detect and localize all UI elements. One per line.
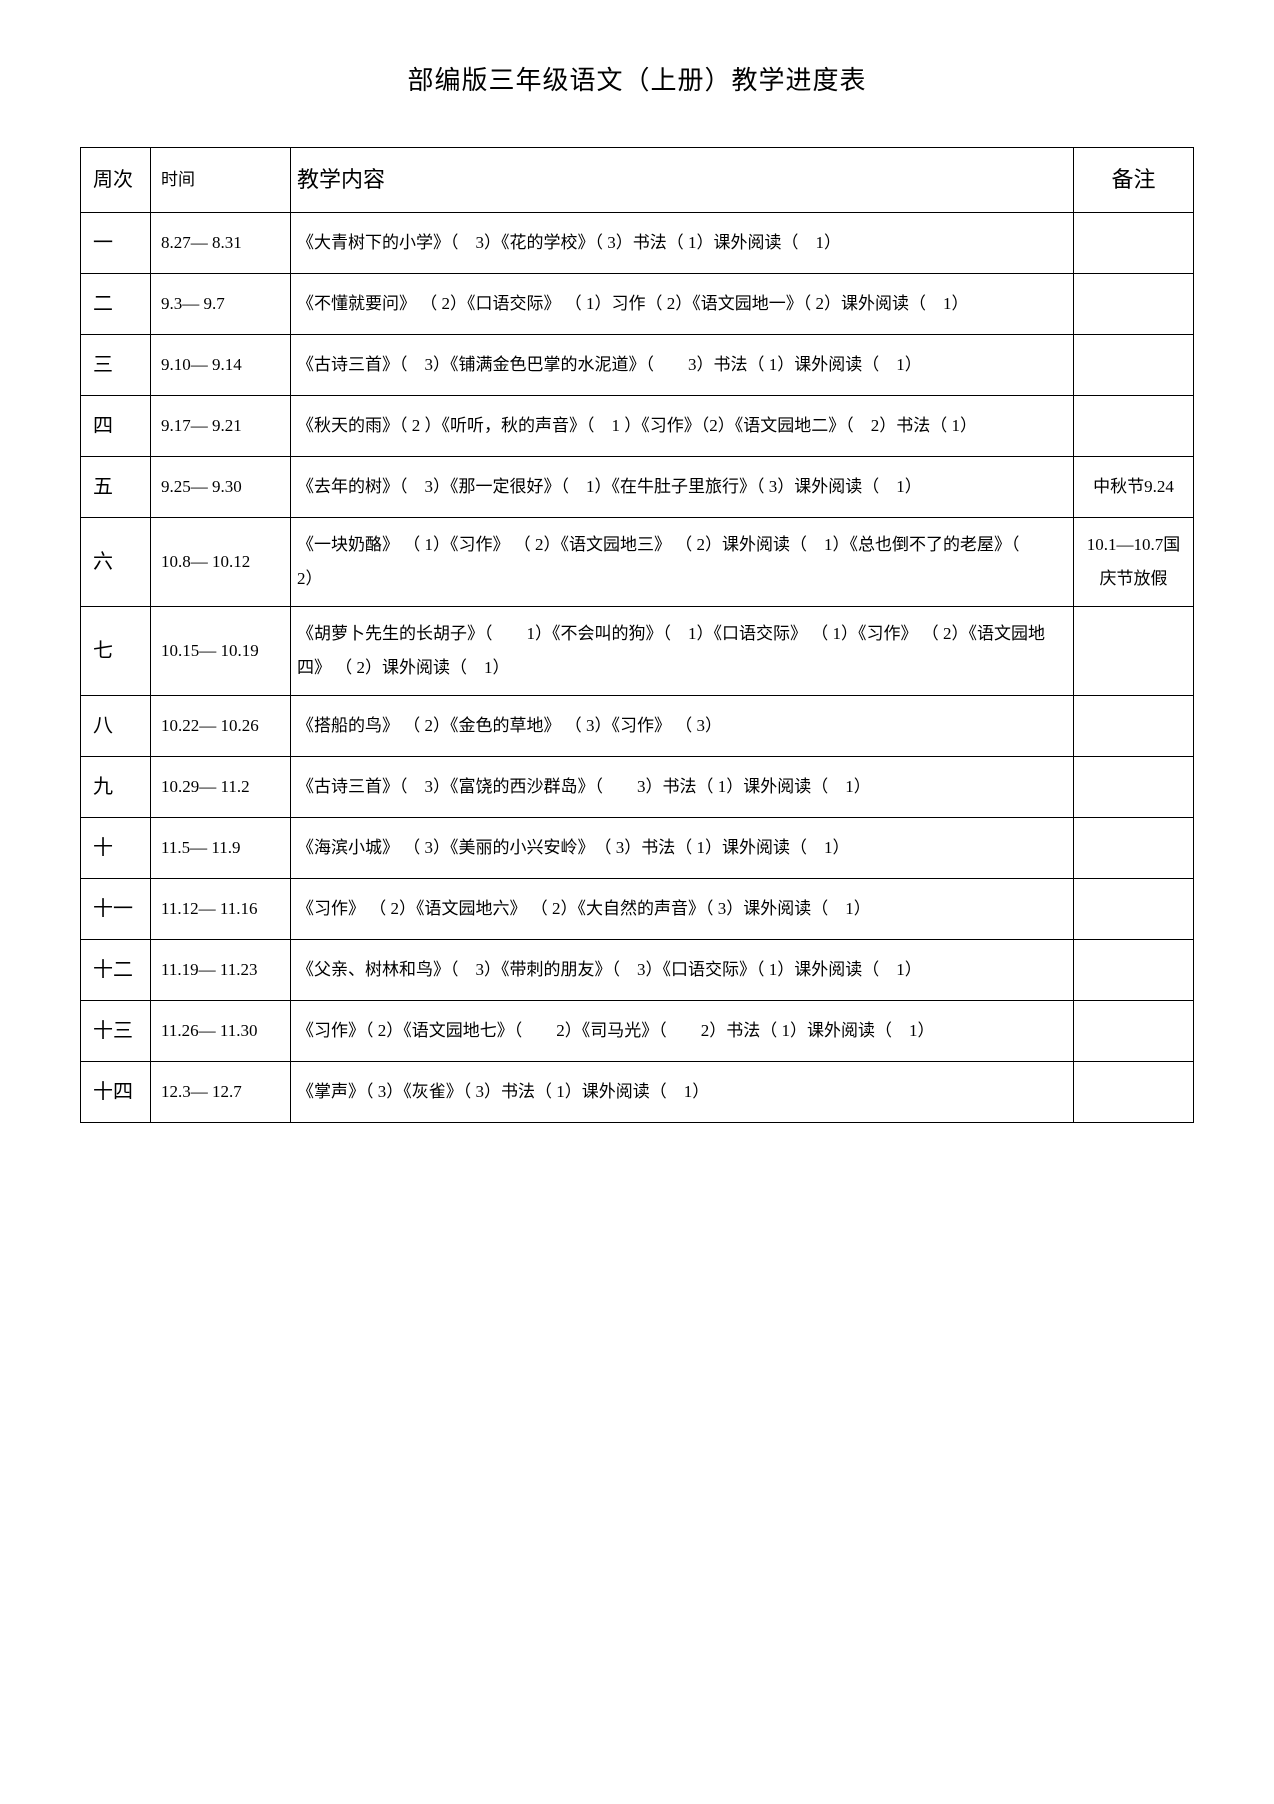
cell-content: 《大青树下的小学》（ 3）《花的学校》（ 3）书法（ 1）课外阅读（ 1） xyxy=(291,213,1074,274)
table-row: 六 10.8— 10.12 《一块奶酪》 （ 1）《习作》 （ 2）《语文园地三… xyxy=(81,518,1194,607)
cell-notes xyxy=(1074,818,1194,879)
header-content: 教学内容 xyxy=(291,148,1074,213)
table-row: 十 11.5— 11.9 《海滨小城》 （ 3）《美丽的小兴安岭》 （ 3）书法… xyxy=(81,818,1194,879)
cell-content: 《父亲、树林和鸟》（ 3）《带刺的朋友》（ 3）《口语交际》（ 1）课外阅读（ … xyxy=(291,940,1074,1001)
table-row: 十二 11.19— 11.23 《父亲、树林和鸟》（ 3）《带刺的朋友》（ 3）… xyxy=(81,940,1194,1001)
cell-notes xyxy=(1074,335,1194,396)
cell-notes: 10.1—10.7国庆节放假 xyxy=(1074,518,1194,607)
cell-time: 8.27— 8.31 xyxy=(151,213,291,274)
table-row: 十三 11.26— 11.30 《习作》（ 2）《语文园地七》（ 2）《司马光》… xyxy=(81,1001,1194,1062)
cell-notes xyxy=(1074,696,1194,757)
cell-notes xyxy=(1074,757,1194,818)
cell-time: 11.26— 11.30 xyxy=(151,1001,291,1062)
cell-time: 9.25— 9.30 xyxy=(151,457,291,518)
cell-time: 9.17— 9.21 xyxy=(151,396,291,457)
cell-content: 《习作》 （ 2）《语文园地六》 （ 2）《大自然的声音》（ 3）课外阅读（ 1… xyxy=(291,879,1074,940)
cell-week: 五 xyxy=(81,457,151,518)
cell-content: 《搭船的鸟》 （ 2）《金色的草地》 （ 3）《习作》 （ 3） xyxy=(291,696,1074,757)
cell-notes xyxy=(1074,607,1194,696)
cell-content: 《古诗三首》（ 3）《富饶的西沙群岛》（ 3）书法（ 1）课外阅读（ 1） xyxy=(291,757,1074,818)
cell-week: 九 xyxy=(81,757,151,818)
cell-content: 《习作》（ 2）《语文园地七》（ 2）《司马光》（ 2）书法（ 1）课外阅读（ … xyxy=(291,1001,1074,1062)
schedule-table: 周次 时间 教学内容 备注 一 8.27— 8.31 《大青树下的小学》（ 3）… xyxy=(80,147,1194,1123)
cell-time: 10.22— 10.26 xyxy=(151,696,291,757)
table-row: 二 9.3— 9.7 《不懂就要问》 （ 2）《口语交际》 （ 1）习作（ 2）… xyxy=(81,274,1194,335)
table-body: 一 8.27— 8.31 《大青树下的小学》（ 3）《花的学校》（ 3）书法（ … xyxy=(81,213,1194,1123)
cell-notes xyxy=(1074,879,1194,940)
cell-content: 《一块奶酪》 （ 1）《习作》 （ 2）《语文园地三》 （ 2）课外阅读（ 1）… xyxy=(291,518,1074,607)
cell-time: 12.3— 12.7 xyxy=(151,1062,291,1123)
cell-week: 十二 xyxy=(81,940,151,1001)
cell-content: 《去年的树》（ 3）《那一定很好》（ 1）《在牛肚子里旅行》（ 3）课外阅读（ … xyxy=(291,457,1074,518)
cell-week: 四 xyxy=(81,396,151,457)
cell-week: 六 xyxy=(81,518,151,607)
cell-content: 《掌声》（ 3）《灰雀》（ 3）书法（ 1）课外阅读（ 1） xyxy=(291,1062,1074,1123)
table-row: 七 10.15— 10.19 《胡萝卜先生的长胡子》（ 1）《不会叫的狗》（ 1… xyxy=(81,607,1194,696)
cell-week: 二 xyxy=(81,274,151,335)
header-notes: 备注 xyxy=(1074,148,1194,213)
cell-week: 十一 xyxy=(81,879,151,940)
cell-notes xyxy=(1074,940,1194,1001)
cell-week: 十四 xyxy=(81,1062,151,1123)
cell-week: 七 xyxy=(81,607,151,696)
table-header-row: 周次 时间 教学内容 备注 xyxy=(81,148,1194,213)
table-row: 十四 12.3— 12.7 《掌声》（ 3）《灰雀》（ 3）书法（ 1）课外阅读… xyxy=(81,1062,1194,1123)
header-week: 周次 xyxy=(81,148,151,213)
table-row: 一 8.27— 8.31 《大青树下的小学》（ 3）《花的学校》（ 3）书法（ … xyxy=(81,213,1194,274)
cell-time: 11.5— 11.9 xyxy=(151,818,291,879)
table-row: 五 9.25— 9.30 《去年的树》（ 3）《那一定很好》（ 1）《在牛肚子里… xyxy=(81,457,1194,518)
table-row: 十一 11.12— 11.16 《习作》 （ 2）《语文园地六》 （ 2）《大自… xyxy=(81,879,1194,940)
cell-time: 10.15— 10.19 xyxy=(151,607,291,696)
cell-week: 三 xyxy=(81,335,151,396)
cell-week: 十 xyxy=(81,818,151,879)
cell-notes xyxy=(1074,396,1194,457)
cell-notes xyxy=(1074,1062,1194,1123)
header-time: 时间 xyxy=(151,148,291,213)
cell-content: 《胡萝卜先生的长胡子》（ 1）《不会叫的狗》（ 1）《口语交际》 （ 1）《习作… xyxy=(291,607,1074,696)
cell-content: 《海滨小城》 （ 3）《美丽的小兴安岭》 （ 3）书法（ 1）课外阅读（ 1） xyxy=(291,818,1074,879)
cell-time: 10.29— 11.2 xyxy=(151,757,291,818)
table-row: 八 10.22— 10.26 《搭船的鸟》 （ 2）《金色的草地》 （ 3）《习… xyxy=(81,696,1194,757)
cell-notes xyxy=(1074,1001,1194,1062)
cell-notes: 中秋节9.24 xyxy=(1074,457,1194,518)
table-row: 三 9.10— 9.14 《古诗三首》（ 3）《铺满金色巴掌的水泥道》（ 3）书… xyxy=(81,335,1194,396)
cell-time: 9.10— 9.14 xyxy=(151,335,291,396)
cell-time: 11.12— 11.16 xyxy=(151,879,291,940)
table-row: 九 10.29— 11.2 《古诗三首》（ 3）《富饶的西沙群岛》（ 3）书法（… xyxy=(81,757,1194,818)
cell-notes xyxy=(1074,274,1194,335)
cell-notes xyxy=(1074,213,1194,274)
cell-week: 八 xyxy=(81,696,151,757)
cell-time: 10.8— 10.12 xyxy=(151,518,291,607)
cell-time: 11.19— 11.23 xyxy=(151,940,291,1001)
cell-week: 一 xyxy=(81,213,151,274)
page-title: 部编版三年级语文（上册）教学进度表 xyxy=(80,60,1194,97)
cell-content: 《古诗三首》（ 3）《铺满金色巴掌的水泥道》（ 3）书法（ 1）课外阅读（ 1） xyxy=(291,335,1074,396)
cell-content: 《秋天的雨》（ 2 ）《听听，秋的声音》（ 1 ）《习作》（2）《语文园地二》（… xyxy=(291,396,1074,457)
cell-content: 《不懂就要问》 （ 2）《口语交际》 （ 1）习作（ 2）《语文园地一》（ 2）… xyxy=(291,274,1074,335)
table-row: 四 9.17— 9.21 《秋天的雨》（ 2 ）《听听，秋的声音》（ 1 ）《习… xyxy=(81,396,1194,457)
cell-time: 9.3— 9.7 xyxy=(151,274,291,335)
cell-week: 十三 xyxy=(81,1001,151,1062)
